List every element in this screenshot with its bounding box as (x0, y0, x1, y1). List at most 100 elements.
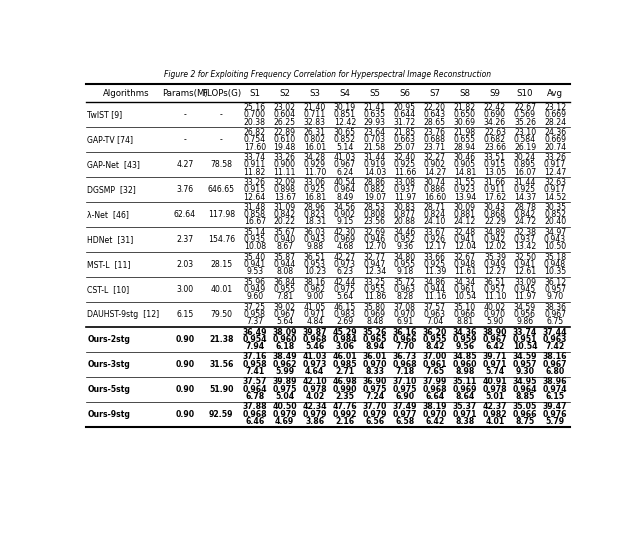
Text: 11.16: 11.16 (424, 293, 446, 301)
Text: 8.64: 8.64 (455, 392, 475, 401)
Text: 0.979: 0.979 (273, 410, 297, 419)
Text: 0.979: 0.979 (303, 410, 327, 419)
Text: 31.09: 31.09 (274, 203, 296, 212)
Text: 33.26: 33.26 (544, 153, 566, 162)
Text: 0.925: 0.925 (304, 185, 326, 194)
Text: 0.808: 0.808 (364, 210, 386, 219)
Text: 9.86: 9.86 (516, 317, 534, 326)
Text: 28.86: 28.86 (364, 178, 386, 187)
Text: 42.10: 42.10 (303, 377, 327, 387)
Text: 23.10: 23.10 (514, 128, 536, 137)
Text: 0.974: 0.974 (543, 385, 567, 394)
Text: 0.948: 0.948 (454, 260, 476, 269)
Text: 0.958: 0.958 (243, 360, 267, 369)
Text: 36.90: 36.90 (363, 377, 387, 387)
Text: 9.30: 9.30 (515, 367, 534, 376)
Text: Ours-3stg: Ours-3stg (88, 360, 130, 369)
Text: 42.44: 42.44 (333, 278, 356, 286)
Text: 12.64: 12.64 (244, 193, 266, 202)
Text: 0.961: 0.961 (454, 285, 476, 294)
Text: 30.65: 30.65 (334, 128, 356, 137)
Text: 40.02: 40.02 (484, 302, 506, 311)
Text: 11.97: 11.97 (514, 293, 536, 301)
Text: 5.64: 5.64 (336, 293, 353, 301)
Text: 8.08: 8.08 (276, 268, 293, 276)
Text: 34.97: 34.97 (544, 228, 566, 237)
Text: 34.46: 34.46 (394, 228, 416, 237)
Text: 31.56: 31.56 (209, 360, 234, 369)
Text: 0.703: 0.703 (364, 135, 386, 144)
Text: 0.610: 0.610 (274, 135, 296, 144)
Text: 5.04: 5.04 (275, 392, 294, 401)
Text: 36.03: 36.03 (304, 228, 326, 237)
Text: 0.851: 0.851 (333, 110, 356, 119)
Text: 31.44: 31.44 (514, 178, 536, 187)
Text: 11.61: 11.61 (454, 268, 476, 276)
Text: 0.911: 0.911 (484, 185, 506, 194)
Text: 0.948: 0.948 (544, 260, 566, 269)
Text: 23.12: 23.12 (544, 103, 566, 112)
Text: 13.94: 13.94 (454, 193, 476, 202)
Text: 9.60: 9.60 (246, 293, 263, 301)
Text: GAP-Net  [43]: GAP-Net [43] (88, 160, 140, 169)
Text: Figure 2 for Exploiting Frequency Correlation for Hyperspectral Image Reconstruc: Figure 2 for Exploiting Frequency Correl… (164, 70, 492, 79)
Text: 0.975: 0.975 (392, 385, 417, 394)
Text: 6.23: 6.23 (336, 268, 353, 276)
Text: 0.926: 0.926 (424, 235, 446, 244)
Text: 35.96: 35.96 (244, 278, 266, 286)
Text: 12.27: 12.27 (484, 268, 506, 276)
Text: 0.957: 0.957 (513, 360, 537, 369)
Text: 34.85: 34.85 (452, 352, 477, 361)
Text: 10.54: 10.54 (513, 342, 538, 351)
Text: 8.48: 8.48 (366, 317, 383, 326)
Text: 38.19: 38.19 (422, 402, 447, 412)
Text: 0.644: 0.644 (394, 110, 416, 119)
Text: 40.50: 40.50 (273, 402, 297, 412)
Text: 0.966: 0.966 (454, 310, 476, 319)
Text: 28.78: 28.78 (514, 203, 536, 212)
Text: 0.669: 0.669 (544, 135, 566, 144)
Text: 24.12: 24.12 (454, 218, 476, 227)
Text: 6.75: 6.75 (547, 317, 564, 326)
Text: 0.966: 0.966 (392, 335, 417, 344)
Text: 21.82: 21.82 (454, 103, 476, 112)
Text: 26.31: 26.31 (304, 128, 326, 137)
Text: 0.905: 0.905 (454, 160, 476, 169)
Text: 0.982: 0.982 (483, 410, 508, 419)
Text: 41.03: 41.03 (333, 153, 356, 162)
Text: 9.56: 9.56 (456, 342, 474, 351)
Text: 8.67: 8.67 (276, 243, 293, 252)
Text: 36.84: 36.84 (274, 278, 296, 286)
Text: 35.72: 35.72 (394, 278, 416, 286)
Text: 34.28: 34.28 (304, 153, 326, 162)
Text: 28.24: 28.24 (544, 117, 566, 127)
Text: 0.90: 0.90 (175, 410, 195, 419)
Text: 11.11: 11.11 (273, 167, 296, 177)
Text: 0.868: 0.868 (484, 210, 506, 219)
Text: 35.11: 35.11 (452, 377, 477, 387)
Text: 8.33: 8.33 (365, 367, 385, 376)
Text: 32.27: 32.27 (424, 153, 446, 162)
Text: 0.942: 0.942 (484, 235, 506, 244)
Text: 0.949: 0.949 (484, 260, 506, 269)
Text: 0.584: 0.584 (514, 135, 536, 144)
Text: 34.86: 34.86 (424, 278, 446, 286)
Text: 30.74: 30.74 (424, 178, 446, 187)
Text: 0.973: 0.973 (303, 360, 327, 369)
Text: 32.50: 32.50 (514, 253, 536, 261)
Text: 7.24: 7.24 (365, 392, 385, 401)
Text: 0.688: 0.688 (424, 135, 446, 144)
Text: 0.937: 0.937 (394, 185, 416, 194)
Text: 35.05: 35.05 (513, 402, 537, 412)
Text: 35.80: 35.80 (364, 302, 386, 311)
Text: 4.69: 4.69 (275, 417, 294, 426)
Text: 8.75: 8.75 (515, 417, 534, 426)
Text: 12.70: 12.70 (364, 243, 386, 252)
Text: 38.90: 38.90 (483, 327, 508, 336)
Text: 4.68: 4.68 (336, 243, 353, 252)
Text: 2.71: 2.71 (335, 367, 355, 376)
Text: 11.97: 11.97 (394, 193, 416, 202)
Text: 42.30: 42.30 (333, 228, 356, 237)
Text: 37.88: 37.88 (243, 402, 267, 412)
Text: 0.969: 0.969 (452, 385, 477, 394)
